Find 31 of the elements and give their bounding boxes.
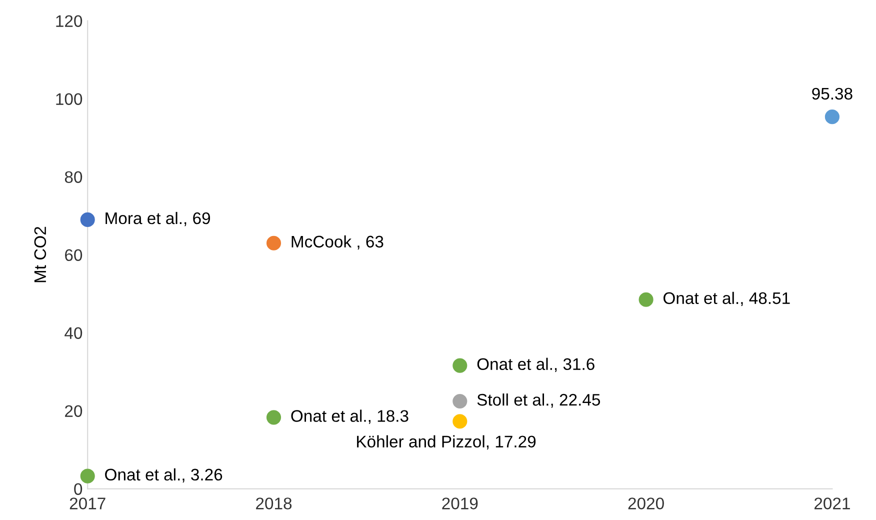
data-label: Stoll et al., 22.45 [477, 393, 600, 408]
point [452, 358, 468, 373]
y-tick-label: 120 [56, 15, 82, 28]
point [266, 410, 282, 425]
y-axis-title: Mt CO2 [34, 226, 46, 282]
y-tick-label: 20 [65, 405, 82, 418]
data-label: Onat et al., 31.6 [477, 358, 594, 372]
x-tick-label: 2020 [628, 498, 664, 510]
x-tick-label: 2018 [256, 498, 292, 510]
data-label: Onat et al., 3.26 [105, 468, 222, 483]
data-label: Mora et al., 69 [106, 212, 210, 226]
y-tick-label: 60 [65, 249, 82, 262]
data-label: Onat et al., 48.51 [664, 292, 790, 306]
x-tick-label: 2017 [70, 498, 106, 510]
point [824, 110, 840, 124]
data-label: Onat et al., 18.3 [291, 410, 408, 424]
x-tick-label: 2019 [442, 498, 478, 510]
y-tick-label: 80 [64, 171, 82, 184]
y-tick-label: 0 [74, 483, 82, 496]
point [452, 394, 468, 409]
point [638, 292, 654, 307]
y-tick-label: 100 [56, 93, 82, 106]
data-label: Köhler and Pizzol, 17.29 [357, 435, 536, 450]
point [266, 236, 282, 250]
data-label: 95.38 [812, 88, 852, 100]
x-tick-label: 2021 [814, 498, 850, 510]
data-label: McCook , 63 [292, 235, 384, 250]
point [452, 414, 468, 429]
y-tick-label: 40 [64, 327, 82, 340]
point [80, 212, 95, 227]
point [80, 468, 95, 484]
